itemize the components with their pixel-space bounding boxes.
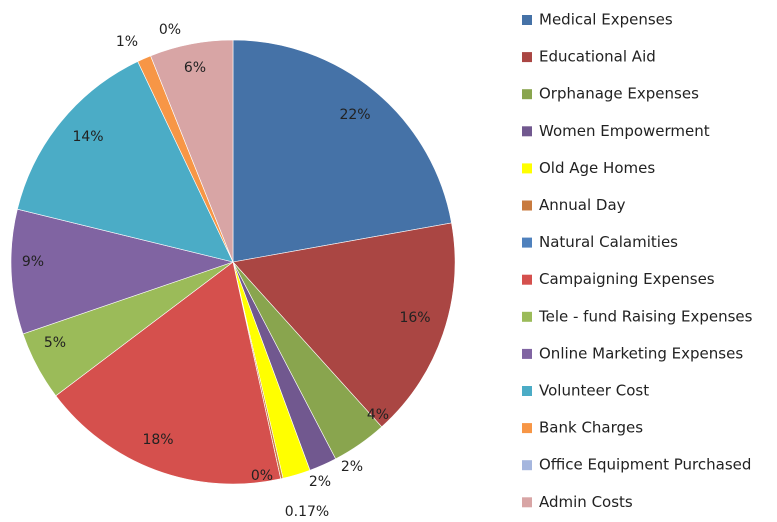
legend-label: Natural Calamities [539,233,678,251]
data-label: 2% [309,474,331,490]
data-label: 4% [367,407,389,423]
data-label: 22% [339,107,370,123]
data-label: 1% [116,34,138,50]
pie-slice [232,222,456,428]
legend-swatch [522,311,532,322]
data-label: 18% [142,432,173,448]
legend-swatch [522,126,532,137]
legend-label: Women Empowerment [539,122,710,140]
data-label: 2% [341,459,363,475]
legend-swatch [522,89,532,100]
legend-label: Annual Day [539,196,626,214]
legend-label: Online Marketing Expenses [539,344,743,362]
legend-swatch [522,237,532,248]
legend-swatch [522,200,532,211]
legend-label: Bank Charges [539,419,643,437]
data-label: 0% [251,468,273,484]
pie-slice [17,61,234,263]
legend-label: Volunteer Cost [539,382,649,400]
pie-slice [10,208,235,335]
legend-swatch [522,423,532,434]
legend-swatch [522,460,532,471]
data-label: 16% [399,310,430,326]
legend-label: Orphanage Expenses [539,85,699,103]
data-label: 6% [184,60,206,76]
legend-label: Admin Costs [539,493,633,511]
legend-swatch [522,163,532,174]
legend-label: Medical Expenses [539,11,673,29]
pie-slice [55,261,282,485]
legend-label: Office Equipment Purchased [539,456,751,474]
data-label: 0% [159,22,181,38]
legend-label: Educational Aid [539,48,656,66]
legend-label: Old Age Homes [539,159,655,177]
legend-label: Campaigning Expenses [539,270,715,288]
legend-swatch [522,274,532,285]
legend-swatch [522,386,532,396]
data-label: 0.17% [285,504,329,520]
legend-swatch [522,348,532,359]
pie-slice [150,39,234,263]
data-label: 5% [44,335,66,351]
legend-swatch [522,52,532,63]
data-label: 9% [22,254,44,270]
legend-label: Tele - fund Raising Expenses [538,307,753,325]
pie-slice [232,39,452,263]
data-label: 14% [72,129,103,145]
legend-swatch [522,15,532,25]
legend-swatch [522,497,532,508]
